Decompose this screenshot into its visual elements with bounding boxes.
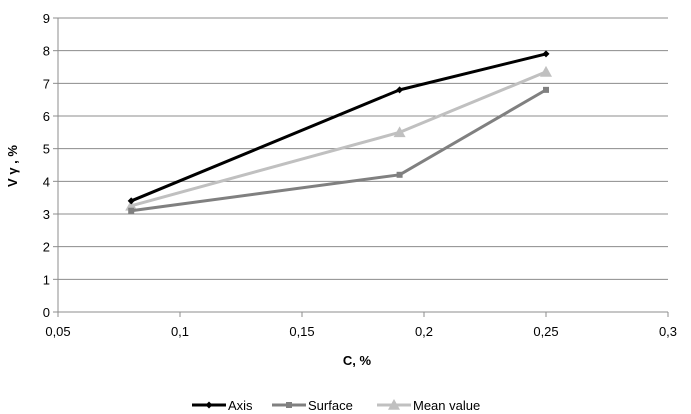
x-axis-label: C, %	[343, 353, 372, 368]
legend-swatch-marker	[388, 399, 400, 410]
y-axis-label: V γ , %	[5, 145, 20, 187]
x-tick-label: 0,05	[45, 324, 70, 339]
series-surface	[128, 86, 549, 214]
data-point	[543, 86, 549, 93]
y-tick-label: 8	[43, 44, 50, 59]
x-tick-label: 0,2	[415, 324, 433, 339]
y-tick-label: 2	[43, 240, 50, 255]
series-mean-value	[125, 65, 552, 211]
series-group	[125, 50, 552, 214]
x-tick-labels: 0,05 0,1 0,15 0,2 0,25 0,3	[45, 324, 677, 339]
data-point	[127, 197, 135, 205]
x-tick-label: 0,25	[533, 324, 558, 339]
x-tick-label: 0,3	[659, 324, 677, 339]
legend-swatch-marker	[286, 402, 292, 408]
legend-item: Axis	[192, 398, 253, 413]
series-line	[130, 70, 547, 208]
legend-item: Mean value	[377, 398, 480, 413]
data-point	[396, 171, 403, 178]
y-tick-label: 7	[43, 76, 50, 91]
gridlines	[58, 17, 668, 280]
series-axis	[127, 50, 550, 205]
y-tick-label: 3	[43, 207, 50, 222]
axes	[53, 17, 669, 317]
y-tick-labels: 0 1 2 3 4 5 6 7 8 9	[43, 11, 50, 320]
legend-swatch-marker	[205, 401, 213, 409]
y-tick-label: 9	[43, 11, 50, 26]
x-tick-label: 0,15	[289, 324, 314, 339]
legend-label: Mean value	[413, 398, 480, 413]
data-point	[542, 50, 550, 58]
y-tick-label: 6	[43, 109, 50, 124]
data-point	[128, 207, 135, 214]
legend-item: Surface	[272, 398, 353, 413]
legend-label: Axis	[228, 398, 253, 413]
y-tick-label: 1	[43, 272, 50, 287]
legend-label: Surface	[308, 398, 353, 413]
data-point	[393, 126, 406, 138]
legend: Axis Surface Mean value	[192, 398, 480, 413]
y-tick-label: 4	[43, 174, 50, 189]
y-tick-label: 5	[43, 142, 50, 157]
data-point	[540, 65, 552, 77]
data-point	[396, 86, 404, 94]
x-tick-label: 0,1	[171, 324, 189, 339]
y-tick-label: 0	[43, 305, 50, 320]
